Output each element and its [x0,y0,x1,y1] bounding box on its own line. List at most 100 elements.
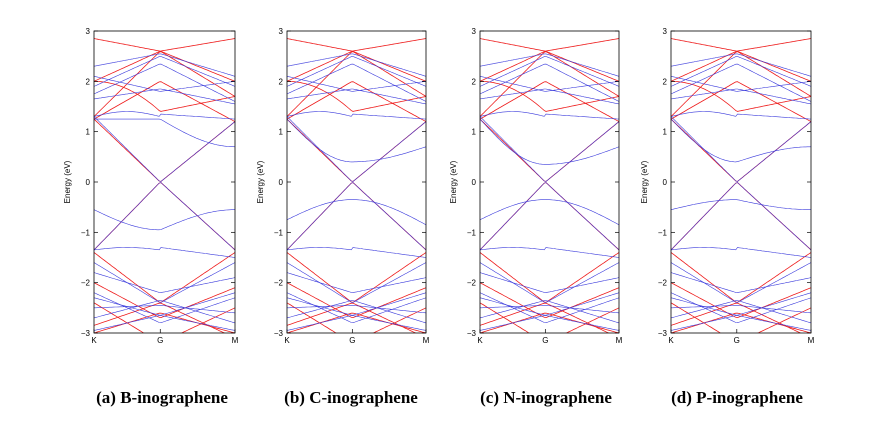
red-band [287,252,426,303]
blue-band [94,88,235,105]
blue-band [480,118,619,165]
x-tick-label: K [284,336,290,345]
red-band [480,51,619,117]
blue-band [287,262,426,303]
blue-band [94,272,235,293]
blue-band [671,182,811,251]
bands [671,38,811,333]
blue-band [480,292,619,316]
blue-band [671,315,811,331]
blue-band [94,300,235,324]
blue-band [94,63,235,102]
blue-band [94,56,235,87]
blue-band [671,63,811,102]
blue-band [671,292,811,324]
blue-band [287,116,426,182]
panel-c: 3 2 1 0 −1 −2 −3K G M Energy (eV) [449,27,623,345]
caption-b: (b) C-inographene [284,388,418,407]
x-tick-label: M [808,336,815,345]
red-band [287,38,426,82]
blue-band [480,315,619,331]
y-tick-label: 2 [279,77,284,86]
panel-d: 3 2 1 0 −1 −2 −3K G M Energy (eV) [640,27,815,345]
blue-band [94,292,235,324]
blue-band [671,118,811,163]
bands [480,38,619,333]
blue-band [480,292,619,324]
red-band [671,81,811,122]
blue-band [480,247,619,258]
y-axis-label: Energy (eV) [640,160,649,203]
red-band [94,38,235,82]
blue-band [480,300,619,324]
red-band [94,38,235,82]
y-tick-label: −1 [274,228,284,237]
bands [94,38,235,333]
blue-band [671,305,811,314]
blue-band [671,116,811,182]
blue-band [480,88,619,105]
blue-band [287,88,426,105]
red-band [94,182,235,251]
blue-band [94,247,235,258]
red-band [480,302,619,333]
caption-c: (c) N-inographene [480,388,612,407]
red-band [480,252,619,303]
blue-band [287,56,426,87]
y-tick-label: −1 [467,228,477,237]
blue-band [671,262,811,303]
y-tick-label: 1 [472,128,477,137]
red-band [287,182,426,251]
red-band [94,302,235,333]
bands [287,38,426,333]
blue-band [287,182,426,251]
red-band [671,51,811,117]
red-band [287,51,426,117]
y-tick-label: 3 [663,27,668,36]
blue-band [94,111,235,120]
red-band [287,80,426,112]
blue-band [287,118,426,163]
y-tick-label: −2 [467,279,477,288]
red-band [671,118,811,182]
y-tick-label: 0 [663,178,668,187]
y-axis-label: Energy (eV) [256,160,265,203]
blue-band [287,300,426,324]
caption-a: (a) B-inographene [96,388,228,407]
y-tick-label: 1 [663,128,668,137]
x-tick-label: G [157,336,163,345]
blue-band [480,182,619,251]
red-band [94,252,235,303]
blue-band [480,76,619,92]
blue-band [94,53,235,77]
y-tick-label: 3 [86,27,91,36]
blue-band [671,199,811,210]
y-tick-label: −3 [467,329,477,338]
blue-band [287,292,426,324]
y-tick-label: −1 [81,228,91,237]
y-tick-label: −3 [658,329,668,338]
blue-band [480,111,619,120]
blue-band [480,272,619,293]
x-tick-label: G [734,336,740,345]
y-tick-label: 2 [86,77,91,86]
blue-band [94,118,235,148]
red-band [287,302,426,333]
blue-band [480,56,619,87]
blue-band [94,262,235,303]
red-band [94,80,235,112]
y-axis-label: Energy (eV) [63,160,72,203]
x-tick-label: K [91,336,97,345]
red-band [94,118,235,182]
blue-band [287,199,426,226]
blue-band [287,272,426,293]
blue-band [287,76,426,92]
blue-band [480,305,619,314]
blue-band [671,247,811,258]
blue-band [94,292,235,316]
blue-band [480,63,619,102]
blue-band [94,182,235,251]
blue-band [480,116,619,182]
